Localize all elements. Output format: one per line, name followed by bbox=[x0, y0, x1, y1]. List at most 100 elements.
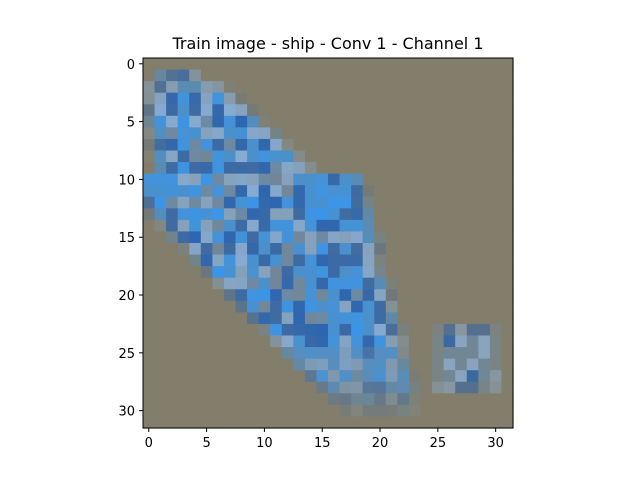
heatmap-cell bbox=[177, 300, 190, 313]
heatmap-cell bbox=[478, 370, 491, 383]
heatmap-cell bbox=[420, 138, 433, 152]
heatmap-cell bbox=[339, 289, 352, 302]
heatmap-cell bbox=[328, 104, 341, 117]
heatmap-cell bbox=[212, 69, 225, 82]
heatmap-cell bbox=[328, 196, 341, 209]
heatmap-cell bbox=[270, 219, 283, 233]
heatmap-cell bbox=[247, 92, 260, 105]
heatmap-cell bbox=[385, 358, 398, 371]
heatmap-cell bbox=[189, 231, 202, 244]
heatmap-cell bbox=[339, 219, 352, 233]
heatmap-cell bbox=[177, 323, 190, 337]
heatmap-cell bbox=[177, 69, 190, 82]
heatmap-cell bbox=[293, 138, 306, 152]
heatmap-cell bbox=[362, 92, 375, 105]
heatmap-cell bbox=[177, 173, 190, 186]
heatmap-cell bbox=[258, 347, 271, 360]
heatmap-cell bbox=[316, 185, 329, 198]
heatmap-cell bbox=[339, 185, 352, 198]
heatmap-cell bbox=[501, 370, 514, 383]
heatmap-cell bbox=[362, 231, 375, 244]
heatmap-cell bbox=[328, 312, 341, 325]
heatmap-cell bbox=[154, 69, 167, 82]
heatmap-cell bbox=[351, 266, 364, 279]
heatmap-cell bbox=[235, 381, 248, 394]
heatmap-cell bbox=[455, 138, 468, 152]
heatmap-cell bbox=[374, 150, 387, 163]
heatmap-cell bbox=[385, 323, 398, 337]
heatmap-cell bbox=[443, 393, 456, 406]
heatmap-cell bbox=[270, 323, 283, 337]
heatmap-cell bbox=[408, 358, 422, 371]
heatmap-cell bbox=[200, 370, 213, 383]
heatmap-cell bbox=[293, 347, 306, 360]
heatmap-cell bbox=[223, 150, 237, 163]
heatmap-cell bbox=[374, 231, 387, 244]
heatmap-cell bbox=[374, 127, 387, 140]
heatmap-image bbox=[143, 58, 514, 429]
heatmap-cell bbox=[328, 150, 341, 163]
heatmap-cell bbox=[212, 81, 225, 94]
heatmap-cell bbox=[258, 404, 271, 418]
heatmap-cell bbox=[235, 312, 248, 325]
heatmap-cell bbox=[247, 277, 260, 290]
x-tick-label: 30 bbox=[487, 436, 504, 451]
heatmap-cell bbox=[432, 150, 445, 163]
heatmap-cell bbox=[501, 150, 514, 163]
heatmap-cell bbox=[489, 312, 503, 325]
heatmap-cell bbox=[339, 358, 352, 371]
heatmap-cell bbox=[374, 92, 387, 105]
heatmap-cell bbox=[316, 300, 329, 313]
heatmap-cell bbox=[443, 58, 456, 71]
y-tick-label: 10 bbox=[118, 173, 135, 188]
heatmap-cell bbox=[270, 173, 283, 186]
heatmap-cell bbox=[189, 115, 202, 128]
heatmap-cell bbox=[304, 335, 318, 348]
heatmap-cell bbox=[374, 277, 387, 290]
heatmap-cell bbox=[270, 81, 283, 94]
heatmap-cell bbox=[258, 127, 271, 140]
heatmap-cell bbox=[258, 81, 271, 94]
heatmap-cell bbox=[270, 347, 283, 360]
heatmap-cell bbox=[212, 138, 225, 152]
heatmap-cell bbox=[235, 358, 248, 371]
heatmap-cell bbox=[374, 404, 387, 418]
heatmap-cell bbox=[478, 416, 491, 429]
heatmap-cell bbox=[316, 138, 329, 152]
heatmap-cell bbox=[235, 219, 248, 233]
heatmap-cell bbox=[304, 115, 318, 128]
heatmap-cell bbox=[293, 185, 306, 198]
heatmap-cell bbox=[143, 92, 156, 105]
heatmap-cell bbox=[501, 266, 514, 279]
heatmap-cell bbox=[235, 104, 248, 117]
heatmap-cell bbox=[247, 219, 260, 233]
heatmap-cell bbox=[154, 185, 167, 198]
heatmap-cell bbox=[281, 358, 294, 371]
heatmap-cell bbox=[143, 115, 156, 128]
heatmap-cell bbox=[420, 335, 433, 348]
heatmap-cell bbox=[432, 266, 445, 279]
heatmap-cell bbox=[466, 370, 479, 383]
heatmap-cell bbox=[166, 58, 179, 71]
heatmap-cell bbox=[166, 393, 179, 406]
heatmap-cell bbox=[247, 162, 260, 175]
heatmap-cell bbox=[351, 381, 364, 394]
heatmap-cell bbox=[166, 196, 179, 209]
heatmap-cell bbox=[408, 208, 422, 221]
heatmap-cell bbox=[189, 196, 202, 209]
heatmap-cell bbox=[397, 347, 410, 360]
heatmap-cell bbox=[351, 81, 364, 94]
heatmap-cell bbox=[316, 393, 329, 406]
heatmap-cell bbox=[223, 300, 237, 313]
heatmap-cell bbox=[362, 300, 375, 313]
heatmap-cell bbox=[489, 115, 503, 128]
heatmap-cell bbox=[189, 69, 202, 82]
heatmap-cell bbox=[293, 81, 306, 94]
heatmap-cell bbox=[281, 219, 294, 233]
heatmap-cell bbox=[489, 138, 503, 152]
heatmap-cell bbox=[316, 381, 329, 394]
heatmap-cell bbox=[281, 254, 294, 267]
heatmap-cell bbox=[362, 162, 375, 175]
heatmap-cell bbox=[443, 185, 456, 198]
